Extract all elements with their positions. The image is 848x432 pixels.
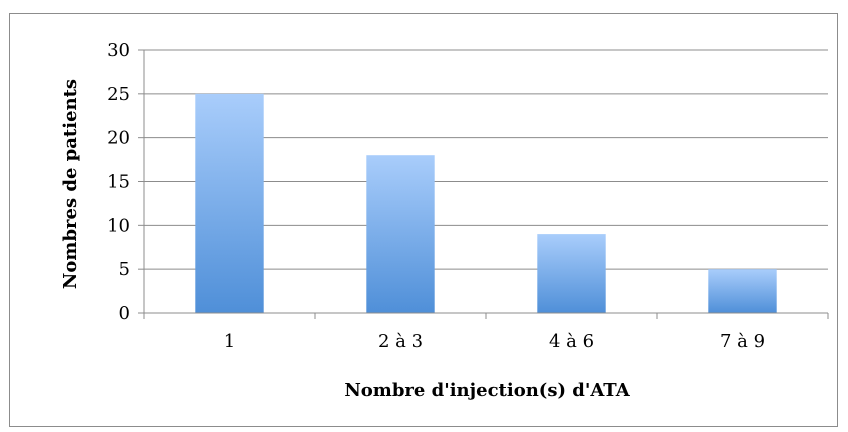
y-tick-label: 20 — [107, 128, 130, 149]
x-tick-label: 2 à 3 — [378, 331, 423, 352]
y-tick-label: 10 — [107, 215, 130, 236]
x-axis-title: Nombre d'injection(s) d'ATA — [344, 380, 630, 401]
x-tick-label: 7 à 9 — [720, 331, 765, 352]
y-tick-label: 30 — [107, 40, 130, 61]
x-tick-labels: 1 2 à 3 4 à 6 7 à 9 — [224, 331, 765, 352]
y-tick-label: 15 — [107, 172, 130, 193]
bars — [195, 93, 777, 313]
axes — [138, 49, 829, 319]
y-axis-title: Nombres de patients — [60, 79, 81, 289]
x-tick-label: 4 à 6 — [549, 331, 594, 352]
bar — [708, 269, 777, 313]
y-tick-label: 5 — [119, 259, 130, 280]
y-tick-labels: 0 5 10 15 20 25 30 — [107, 40, 130, 324]
y-tick-label: 0 — [119, 303, 130, 324]
bar — [366, 155, 435, 313]
bar — [537, 234, 606, 313]
x-tick-label: 1 — [224, 331, 235, 352]
bar — [195, 93, 264, 313]
y-tick-label: 25 — [107, 84, 130, 105]
